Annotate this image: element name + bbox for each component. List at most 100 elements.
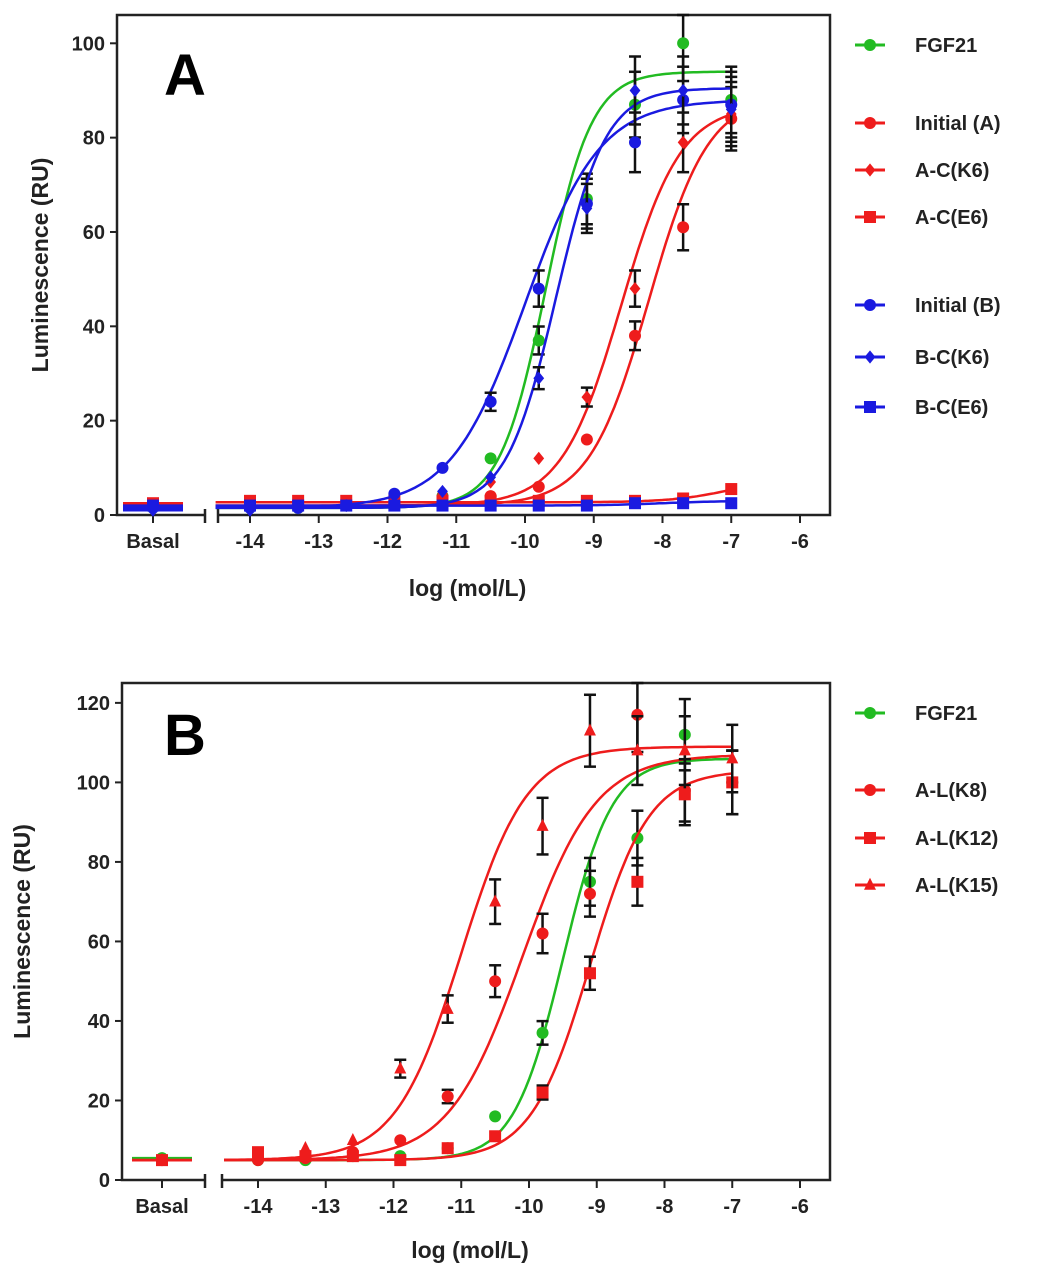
data-point — [536, 1086, 549, 1099]
legend-entry: B-C(E6) — [855, 397, 988, 419]
y-tick-label: 20 — [83, 411, 105, 433]
data-point — [726, 751, 739, 764]
y-tick-label: 100 — [77, 772, 110, 794]
legend-entry: A-C(E6) — [855, 207, 988, 229]
plot-frame — [120, 681, 832, 1182]
series-initial-a- — [123, 85, 738, 512]
data-point — [677, 221, 690, 234]
legend-marker — [864, 211, 876, 223]
data-point — [677, 497, 690, 510]
data-point — [583, 887, 596, 900]
panel-b: 0 20 40 60 80 100 120 -14 -13 -12 -11 -10 -9 -8 -7 -6 Ba… — [9, 681, 998, 1263]
data-point — [532, 334, 545, 347]
fit-curve — [224, 754, 733, 1162]
fit-curve — [215, 70, 732, 510]
x-tick-label: -10 — [515, 1196, 544, 1218]
legend-label: A-C(E6) — [915, 207, 988, 229]
data-point — [485, 470, 497, 484]
fit-curve — [215, 87, 732, 510]
fit-curve — [224, 757, 733, 1162]
data-point — [536, 927, 549, 940]
legend-label: FGF21 — [915, 703, 977, 725]
legend-marker — [864, 401, 876, 413]
data-point — [489, 1110, 502, 1123]
data-point — [629, 497, 641, 510]
data-point — [583, 967, 596, 980]
x-tick-label: -10 — [511, 531, 540, 553]
basal-point — [156, 1152, 168, 1165]
x-tick-label: -11 — [442, 531, 470, 553]
data-point — [629, 281, 641, 296]
legend-entry: Initial (A) — [855, 113, 1001, 135]
legend-marker — [864, 707, 876, 719]
x-tick-label: -13 — [304, 531, 333, 553]
data-point — [394, 1134, 407, 1147]
data-point — [678, 788, 691, 801]
fit-curve — [215, 118, 733, 507]
data-point — [388, 487, 401, 500]
data-point — [532, 282, 545, 295]
data-point — [437, 484, 448, 499]
data-point — [677, 83, 689, 98]
x-tick-label: -14 — [244, 1196, 274, 1218]
data-point — [533, 451, 545, 465]
legend-marker — [864, 299, 876, 311]
legend-label: FGF21 — [915, 35, 977, 57]
data-point — [581, 201, 593, 215]
y-tick-label: 20 — [88, 1090, 110, 1112]
fit-curve — [224, 772, 733, 1162]
plot-frame — [115, 13, 832, 517]
data-point — [631, 743, 644, 756]
series-fgf21 — [132, 697, 739, 1167]
y-tick-label: 40 — [83, 316, 105, 338]
axis-break — [205, 512, 218, 520]
series-a-l-k8- — [132, 681, 739, 1167]
series-initial-b- — [123, 65, 738, 514]
data-point — [725, 483, 738, 496]
data-point — [441, 1001, 454, 1014]
legend-label: A-L(K8) — [915, 780, 987, 802]
series-b-c-e6- — [123, 497, 738, 512]
panel-label: B — [164, 703, 206, 768]
x-tick-label: -8 — [654, 531, 672, 553]
data-point — [629, 83, 641, 98]
data-point — [441, 1090, 454, 1103]
legend-entry: FGF21 — [855, 703, 977, 725]
data-point — [299, 1140, 312, 1153]
y-tick-label: 0 — [94, 505, 105, 527]
data-point — [346, 1150, 359, 1163]
data-point — [631, 708, 644, 721]
series-b-c-k6- — [123, 55, 738, 517]
data-point — [580, 499, 593, 512]
y-tick-label: 120 — [77, 693, 110, 715]
legend-label: A-C(K6) — [915, 160, 989, 182]
series-a-l-k15- — [132, 693, 739, 1165]
y-tick-label: 0 — [99, 1170, 110, 1192]
data-point — [441, 1142, 454, 1155]
basal-tick-label: Basal — [135, 1196, 188, 1218]
data-point — [536, 1026, 549, 1039]
data-point — [581, 390, 593, 404]
data-point — [244, 499, 256, 512]
x-axis-label: log (mol/L) — [409, 575, 527, 601]
data-point — [533, 371, 545, 385]
data-point — [583, 723, 596, 736]
data-point — [340, 499, 353, 512]
fit-curve — [224, 745, 733, 1162]
series-fgf21 — [123, 13, 738, 514]
data-point — [394, 1061, 407, 1074]
data-point — [388, 499, 401, 512]
data-point — [489, 1130, 502, 1143]
data-point — [436, 499, 449, 512]
data-point — [536, 818, 549, 831]
legend-entry: B-C(K6) — [855, 347, 989, 369]
data-point — [436, 461, 449, 474]
x-tick-label: -8 — [656, 1196, 674, 1218]
x-tick-label: -6 — [791, 531, 809, 553]
legend-entry: A-L(K12) — [855, 828, 998, 850]
series-a-l-k12- — [132, 749, 739, 1167]
y-axis-label: Luminescence (RU) — [27, 158, 53, 373]
legend-marker — [864, 39, 876, 51]
panel-label: A — [164, 43, 206, 108]
